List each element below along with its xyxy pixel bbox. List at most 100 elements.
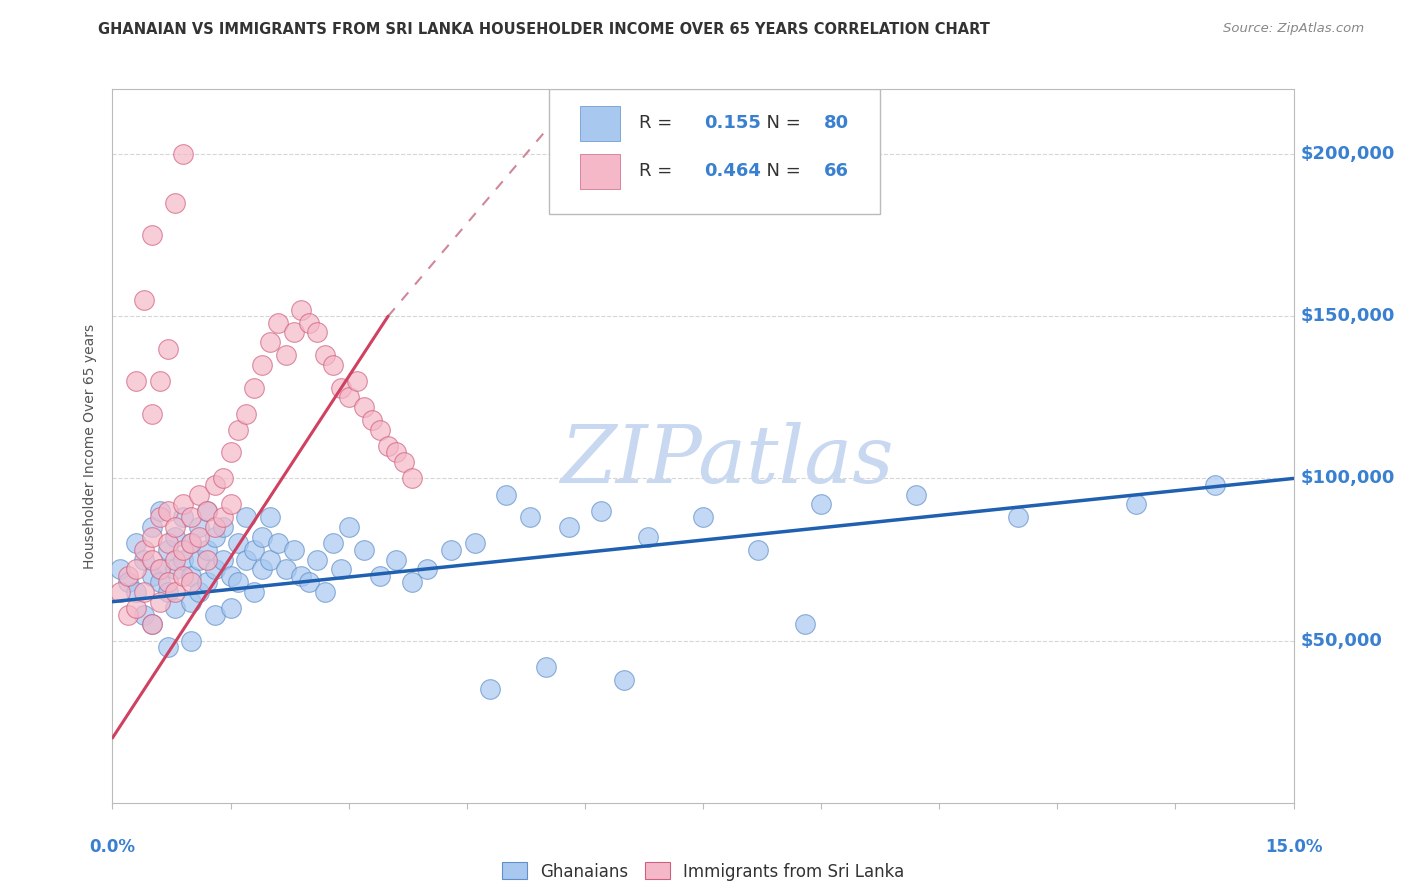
Point bbox=[165, 562, 187, 576]
Point bbox=[353, 542, 375, 557]
Point bbox=[235, 552, 257, 566]
Point bbox=[377, 439, 399, 453]
Point bbox=[250, 358, 273, 372]
Text: R =: R = bbox=[640, 162, 678, 180]
Text: GHANAIAN VS IMMIGRANTS FROM SRI LANKA HOUSEHOLDER INCOME OVER 65 YEARS CORRELATI: GHANAIAN VS IMMIGRANTS FROM SRI LANKA HO… bbox=[98, 22, 990, 37]
Point bbox=[156, 585, 179, 599]
Point bbox=[204, 607, 226, 622]
Y-axis label: Householder Income Over 65 years: Householder Income Over 65 years bbox=[83, 324, 97, 568]
Point bbox=[558, 520, 581, 534]
Point bbox=[314, 348, 336, 362]
Point bbox=[211, 520, 233, 534]
Point bbox=[195, 552, 218, 566]
Point bbox=[385, 552, 408, 566]
Point bbox=[1125, 497, 1147, 511]
Point bbox=[747, 542, 769, 557]
Point bbox=[259, 335, 281, 350]
Point bbox=[156, 536, 179, 550]
Text: 15.0%: 15.0% bbox=[1265, 838, 1322, 856]
Point bbox=[125, 562, 148, 576]
Point bbox=[165, 530, 187, 544]
Point bbox=[250, 530, 273, 544]
Point bbox=[235, 407, 257, 421]
Point bbox=[195, 575, 218, 590]
Point bbox=[440, 542, 463, 557]
Point bbox=[329, 381, 352, 395]
Point bbox=[195, 504, 218, 518]
Point bbox=[243, 381, 266, 395]
Point bbox=[156, 504, 179, 518]
Point bbox=[283, 326, 305, 340]
FancyBboxPatch shape bbox=[581, 153, 620, 189]
Point bbox=[132, 607, 155, 622]
Point bbox=[125, 585, 148, 599]
Point bbox=[132, 542, 155, 557]
Point bbox=[692, 510, 714, 524]
Point bbox=[172, 542, 194, 557]
Point bbox=[243, 585, 266, 599]
Point bbox=[401, 471, 423, 485]
Text: $200,000: $200,000 bbox=[1301, 145, 1395, 163]
Point bbox=[180, 575, 202, 590]
Point bbox=[228, 536, 250, 550]
Point bbox=[188, 530, 211, 544]
Point bbox=[637, 530, 659, 544]
Point bbox=[1007, 510, 1029, 524]
Text: N =: N = bbox=[755, 114, 807, 132]
Point bbox=[290, 568, 312, 582]
Text: 0.155: 0.155 bbox=[704, 114, 761, 132]
Point bbox=[329, 562, 352, 576]
Point bbox=[385, 445, 408, 459]
Point bbox=[401, 575, 423, 590]
Point bbox=[235, 510, 257, 524]
Point bbox=[495, 488, 517, 502]
Text: 80: 80 bbox=[824, 114, 849, 132]
Text: $150,000: $150,000 bbox=[1301, 307, 1395, 326]
Point bbox=[165, 585, 187, 599]
Point bbox=[322, 358, 344, 372]
Point bbox=[156, 342, 179, 356]
Point bbox=[368, 423, 391, 437]
Point bbox=[172, 552, 194, 566]
Point bbox=[392, 455, 415, 469]
Text: 66: 66 bbox=[824, 162, 848, 180]
Point bbox=[267, 316, 290, 330]
Point bbox=[141, 228, 163, 243]
Point bbox=[290, 302, 312, 317]
Text: N =: N = bbox=[755, 162, 807, 180]
Point bbox=[307, 552, 329, 566]
Point bbox=[464, 536, 486, 550]
Point bbox=[534, 659, 557, 673]
Point bbox=[267, 536, 290, 550]
Point bbox=[204, 530, 226, 544]
Point bbox=[361, 413, 384, 427]
Point bbox=[219, 497, 242, 511]
Text: ZIPatlas: ZIPatlas bbox=[560, 422, 893, 499]
Point bbox=[219, 445, 242, 459]
Point bbox=[188, 488, 211, 502]
Point bbox=[141, 617, 163, 632]
Point bbox=[180, 568, 202, 582]
Point bbox=[298, 575, 321, 590]
Text: Source: ZipAtlas.com: Source: ZipAtlas.com bbox=[1223, 22, 1364, 36]
Legend: Ghanaians, Immigrants from Sri Lanka: Ghanaians, Immigrants from Sri Lanka bbox=[495, 855, 911, 888]
Point bbox=[172, 568, 194, 582]
Point bbox=[132, 585, 155, 599]
Text: $100,000: $100,000 bbox=[1301, 469, 1395, 487]
Point bbox=[165, 520, 187, 534]
Point bbox=[613, 673, 636, 687]
Point bbox=[156, 640, 179, 654]
Point bbox=[228, 575, 250, 590]
Point bbox=[346, 374, 368, 388]
Point bbox=[219, 601, 242, 615]
Point bbox=[188, 585, 211, 599]
Point bbox=[219, 568, 242, 582]
Point bbox=[337, 520, 360, 534]
Point bbox=[117, 575, 139, 590]
Point bbox=[156, 542, 179, 557]
Point bbox=[141, 568, 163, 582]
Point bbox=[117, 607, 139, 622]
Point bbox=[132, 293, 155, 307]
Point bbox=[172, 510, 194, 524]
Point bbox=[180, 536, 202, 550]
